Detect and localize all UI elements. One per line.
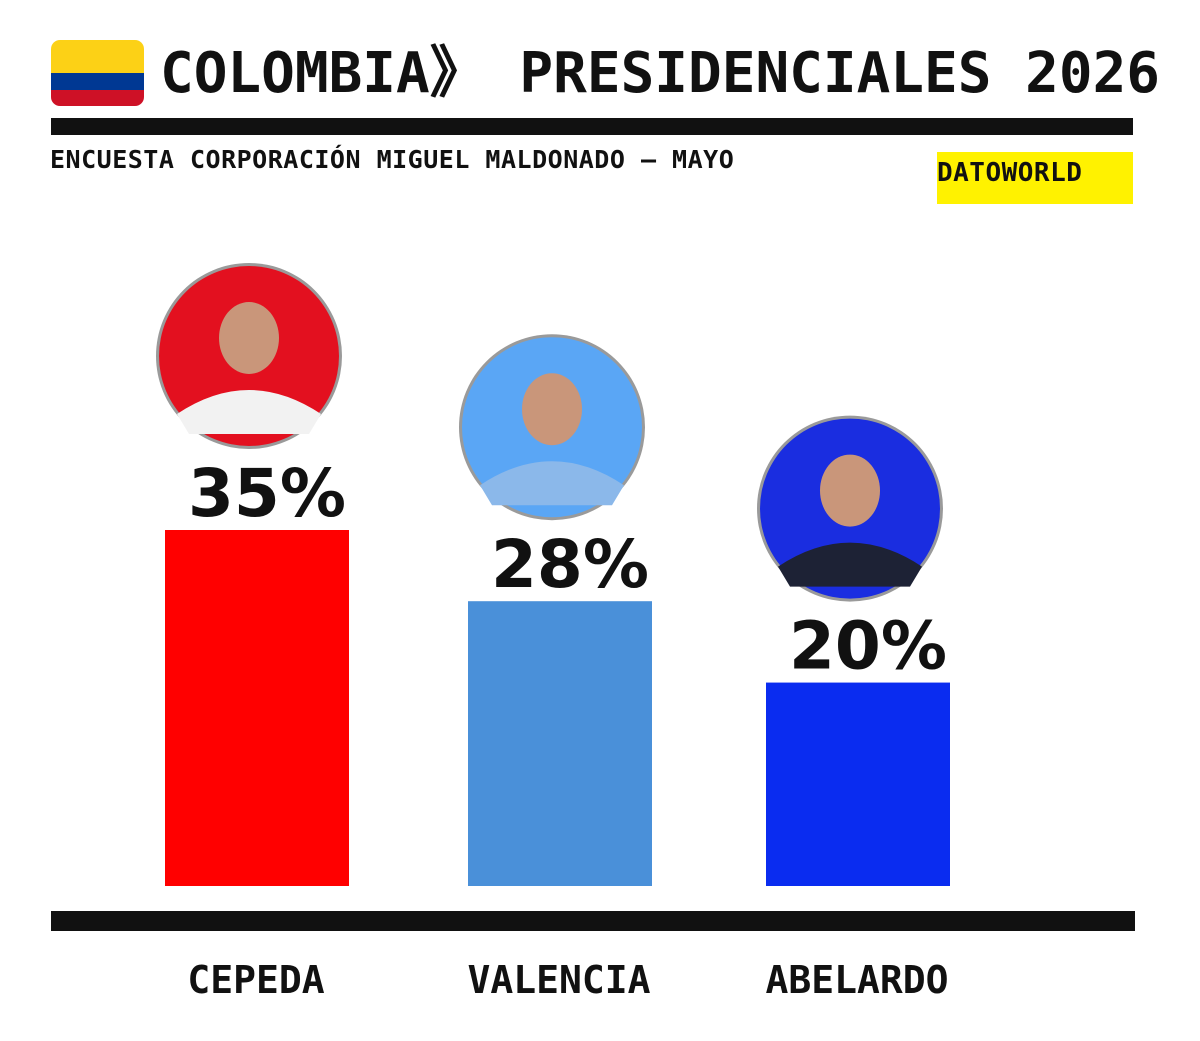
category-label: ABELARDO (765, 958, 948, 1002)
candidate-shoulders-icon (778, 542, 922, 587)
candidate-shoulders-icon (480, 461, 624, 506)
brand-badge: DATOWORLD (937, 152, 1133, 204)
bar-abelardo (766, 682, 950, 886)
candidate-photo-icon (820, 454, 880, 527)
chart-subtitle: ENCUESTA CORPORACIÓN MIGUEL MALDONADO – … (50, 145, 735, 174)
category-label: VALENCIA (467, 958, 650, 1002)
bar-cepeda (165, 530, 349, 886)
colombia-flag-icon (51, 40, 144, 106)
category-label: CEPEDA (187, 958, 324, 1002)
flag-yellow-stripe (51, 40, 144, 73)
bar-valencia (468, 601, 652, 886)
value-label: 20% (789, 608, 947, 685)
value-label: 28% (491, 526, 649, 603)
candidate-shoulders-icon (177, 390, 321, 434)
baseline-rule (51, 911, 1135, 931)
candidate-photo-icon (522, 373, 582, 446)
flag-red-stripe (51, 89, 144, 106)
flag-blue-stripe (51, 73, 144, 90)
chart-title: COLOMBIA》 PRESIDENCIALES 2026 (160, 41, 1161, 106)
candidate-photo-icon (219, 302, 279, 374)
top-rule (51, 118, 1133, 135)
value-label: 35% (188, 455, 346, 532)
